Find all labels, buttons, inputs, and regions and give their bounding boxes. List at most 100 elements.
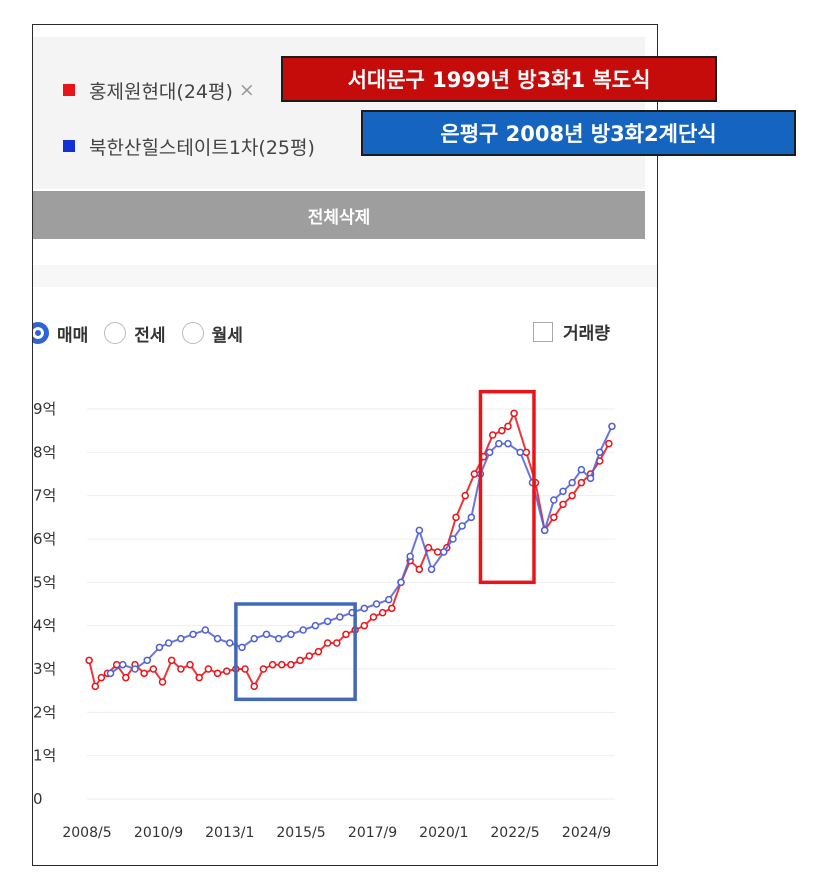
tab-label: 월세 <box>211 325 243 346</box>
data-point-bukhansan <box>238 643 246 652</box>
data-point-bukhansan <box>427 565 436 574</box>
radio-icon[interactable] <box>104 322 127 344</box>
data-point-hongjewon <box>323 639 332 647</box>
data-point-bukhansan <box>568 478 576 487</box>
data-point-hongjewon <box>296 656 304 665</box>
x-tick-label: 2022/5 <box>490 825 539 841</box>
x-tick-label: 2015/5 <box>276 825 325 841</box>
data-point-hongjewon <box>140 669 148 678</box>
data-point-bukhansan <box>540 526 549 535</box>
data-point-bukhansan <box>299 626 307 634</box>
x-tick-label: 2020/1 <box>419 825 468 841</box>
data-point-bukhansan <box>323 617 332 626</box>
data-point-bukhansan <box>119 660 127 669</box>
data-point-hongjewon <box>461 491 469 500</box>
data-point-bukhansan <box>189 630 197 639</box>
data-point-bukhansan <box>467 513 476 522</box>
data-point-hongjewon <box>85 656 93 665</box>
data-point-bukhansan <box>485 448 494 457</box>
data-point-hongjewon <box>342 630 350 639</box>
data-point-hongjewon <box>568 491 576 500</box>
radio-icon[interactable] <box>181 322 204 344</box>
tab-sale[interactable]: 매매 <box>33 321 88 346</box>
trade-volume-toggle[interactable]: 거래량 <box>533 319 610 344</box>
x-tick-label: 2010/9 <box>134 825 183 841</box>
data-point-hongjewon <box>360 621 369 630</box>
data-point-hongjewon <box>195 673 203 682</box>
data-point-hongjewon <box>559 500 567 509</box>
data-point-hongjewon <box>149 665 158 673</box>
data-point-bukhansan <box>440 548 448 556</box>
y-tick-label: 6억 <box>33 530 56 548</box>
data-point-bukhansan <box>155 643 164 652</box>
compare-item-bukhansan[interactable]: 북한산힐스테이트1차(25평) <box>63 131 315 161</box>
data-point-hongjewon <box>177 665 185 673</box>
data-point-bukhansan <box>504 439 512 448</box>
data-point-hongjewon <box>378 608 387 617</box>
data-point-hongjewon <box>167 656 176 665</box>
data-point-bukhansan <box>213 634 222 643</box>
data-point-hongjewon <box>287 660 295 669</box>
section-divider <box>33 265 657 287</box>
data-point-hongjewon <box>213 669 222 678</box>
checkbox-icon[interactable] <box>533 321 553 342</box>
red-series-swatch <box>63 84 75 96</box>
data-point-hongjewon <box>433 548 442 556</box>
deal-type-tabs: 매매 전세 월세 <box>33 317 259 349</box>
data-point-bukhansan <box>559 487 567 496</box>
data-point-hongjewon <box>605 439 613 448</box>
y-tick-label: 0 <box>33 790 43 808</box>
data-point-hongjewon <box>388 604 396 613</box>
x-tick-label: 2013/1 <box>205 825 254 841</box>
compare-item-hongjewon[interactable]: 홍제원현대(24평) × <box>63 75 255 105</box>
x-tick-label: 2008/5 <box>62 825 111 841</box>
trade-volume-label: 거래량 <box>563 324 610 344</box>
data-point-bukhansan <box>415 526 424 535</box>
data-point-bukhansan <box>458 522 466 530</box>
data-point-bukhansan <box>262 630 271 639</box>
data-point-hongjewon <box>415 565 424 574</box>
data-point-bukhansan <box>586 474 595 483</box>
data-point-bukhansan <box>595 448 604 457</box>
data-point-bukhansan <box>550 496 558 504</box>
data-point-hongjewon <box>470 470 479 478</box>
data-point-hongjewon <box>222 667 231 675</box>
data-point-hongjewon <box>498 426 506 435</box>
data-point-bukhansan <box>406 552 414 561</box>
y-tick-label: 2억 <box>33 703 56 721</box>
tab-jeonse[interactable]: 전세 <box>104 321 166 346</box>
blue-series-swatch <box>63 140 75 152</box>
data-point-hongjewon <box>504 422 512 431</box>
data-point-hongjewon <box>488 431 497 439</box>
price-chart: 0 1억 2억 3억 4억 5억 6억 7억 8억 9억 2008/5 2010/9 2013/1 201… <box>33 389 616 841</box>
highlight-box-2021-2022 <box>478 389 536 585</box>
data-point-hongjewon <box>510 409 518 418</box>
data-point-hongjewon <box>305 652 314 660</box>
x-tick-label: 2024/9 <box>562 825 611 841</box>
y-tick-label: 1억 <box>33 747 56 765</box>
y-tick-label: 8억 <box>33 443 56 461</box>
data-point-hongjewon <box>250 682 258 691</box>
data-point-hongjewon <box>452 513 460 522</box>
data-point-bukhansan <box>143 656 151 665</box>
data-point-hongjewon <box>241 665 249 673</box>
delete-all-button[interactable]: 전체삭제 <box>33 191 645 239</box>
data-point-bukhansan <box>226 639 234 647</box>
data-point-hongjewon <box>268 660 277 669</box>
data-point-hongjewon <box>204 665 213 673</box>
data-point-bukhansan <box>311 621 320 630</box>
data-point-hongjewon <box>278 660 286 669</box>
data-point-hongjewon <box>550 513 558 522</box>
callout-seodaemun: 서대문구 1999년 방3화1 복도식 <box>281 56 717 102</box>
callout-eunpyeong: 은평구 2008년 방3화2계단식 <box>361 110 796 156</box>
data-point-hongjewon <box>97 673 106 682</box>
remove-item-icon[interactable]: × <box>238 79 255 101</box>
tab-monthly-rent[interactable]: 월세 <box>181 321 243 346</box>
data-point-bukhansan <box>131 665 139 673</box>
radio-selected-icon[interactable] <box>33 322 49 344</box>
compare-item-label: 홍제원현대(24평) <box>89 80 233 103</box>
data-point-bukhansan <box>250 634 258 643</box>
data-point-bukhansan <box>577 465 586 474</box>
data-point-bukhansan <box>201 626 210 634</box>
y-tick-label: 5억 <box>33 573 56 591</box>
